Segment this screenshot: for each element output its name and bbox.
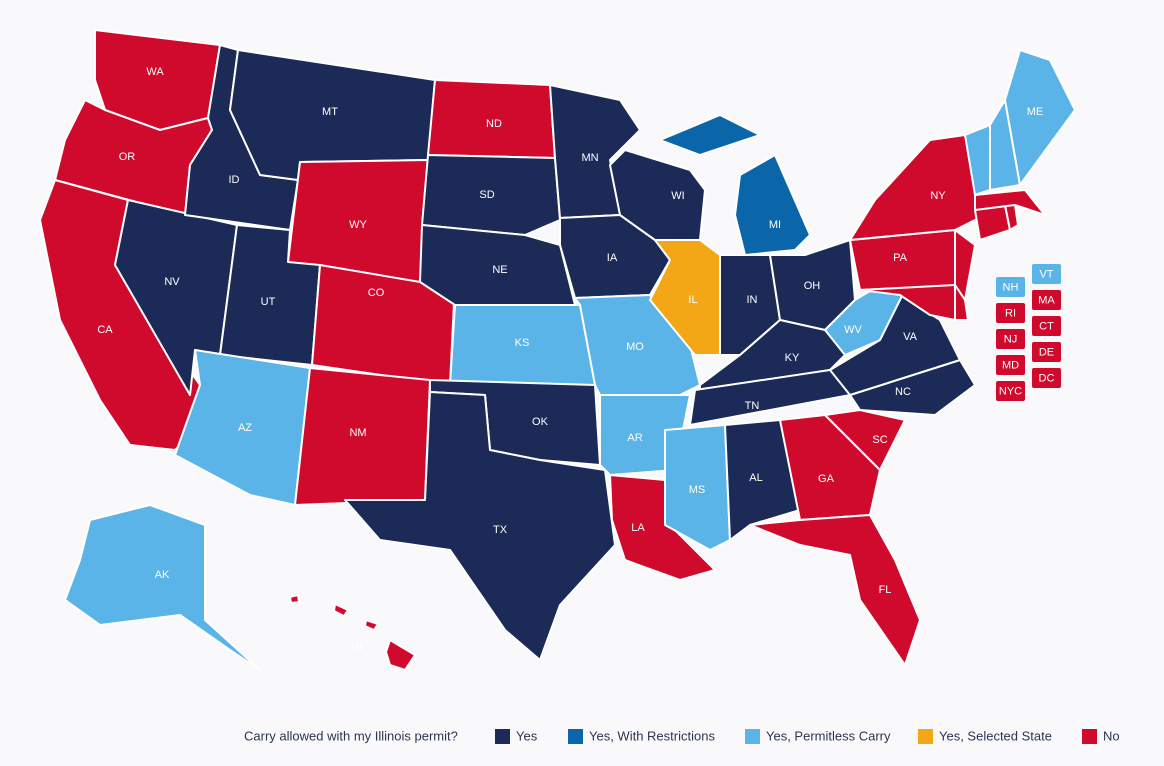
state-label: PA	[893, 252, 908, 264]
state-shape[interactable]	[385, 639, 416, 671]
state-shape[interactable]	[954, 284, 969, 321]
state-label: VA	[903, 331, 918, 343]
state-label: TN	[745, 400, 760, 412]
state-shape[interactable]	[779, 414, 881, 521]
state-shape[interactable]	[659, 114, 761, 156]
state-label: MI	[769, 219, 781, 231]
legend-swatch	[495, 729, 510, 744]
legend-label: Yes	[516, 728, 538, 743]
state-label: OR	[119, 151, 136, 163]
state-label: NE	[492, 264, 507, 276]
callout-label: NJ	[1004, 333, 1017, 345]
callout-box[interactable]	[996, 355, 1025, 375]
state-label: MS	[689, 484, 706, 496]
callout-box[interactable]	[1032, 342, 1061, 362]
state-label: OK	[532, 416, 549, 428]
state-label: WV	[844, 324, 862, 336]
state-label: OH	[804, 280, 821, 292]
state-label: CA	[97, 324, 113, 336]
callout-box[interactable]	[1032, 316, 1061, 336]
state-shape[interactable]	[289, 594, 300, 604]
state-shape[interactable]	[724, 419, 801, 541]
state-shape[interactable]	[64, 504, 261, 671]
state-shape[interactable]	[333, 603, 349, 617]
state-shape[interactable]	[421, 154, 561, 236]
legend-swatch	[568, 729, 583, 744]
callout-label: CT	[1039, 320, 1054, 332]
state-label: MN	[581, 152, 598, 164]
state-shape[interactable]	[824, 409, 906, 471]
state-label: IL	[688, 294, 697, 306]
state-label: NY	[930, 190, 946, 202]
states	[39, 29, 1076, 671]
state-shape[interactable]	[849, 134, 986, 241]
callout-box[interactable]	[996, 329, 1025, 349]
callout-box[interactable]	[1032, 264, 1061, 284]
callout-box[interactable]	[1032, 290, 1061, 310]
state-label: WA	[146, 66, 164, 78]
state-label: NV	[164, 276, 180, 288]
state-label: MO	[626, 341, 644, 353]
legend-label: No	[1103, 728, 1120, 743]
state-shape[interactable]	[664, 424, 731, 551]
legend-swatch	[745, 729, 760, 744]
state-label: KY	[785, 352, 800, 364]
state-shape[interactable]	[364, 619, 379, 631]
legend-swatch	[918, 729, 933, 744]
state-label: AZ	[238, 422, 252, 434]
state-label: HI	[352, 641, 363, 653]
callout-label: DE	[1039, 346, 1054, 358]
callout-label: DC	[1039, 372, 1055, 384]
callout-label: NYC	[999, 385, 1022, 397]
callout-label: VT	[1039, 268, 1053, 280]
state-label: ID	[229, 174, 240, 186]
state-label: WI	[671, 190, 684, 202]
state-label: ME	[1027, 106, 1044, 118]
state-label: IN	[747, 294, 758, 306]
legend-label: Yes, Selected State	[939, 728, 1052, 743]
state-label: ND	[486, 118, 502, 130]
state-label: LA	[631, 522, 645, 534]
callout-label: MD	[1002, 359, 1019, 371]
state-label: GA	[818, 473, 835, 485]
state-shape[interactable]	[859, 284, 956, 321]
state-label: SC	[872, 434, 887, 446]
state-shape[interactable]	[749, 514, 921, 666]
callout-box[interactable]	[996, 303, 1025, 323]
state-label: CO	[368, 287, 385, 299]
state-shape[interactable]	[734, 154, 811, 256]
legend-label: Yes, Permitless Carry	[766, 728, 891, 743]
state-label: MT	[322, 106, 338, 118]
state-label: AR	[627, 432, 642, 444]
legend-label: Yes, With Restrictions	[589, 728, 715, 743]
state-shape[interactable]	[344, 391, 616, 661]
state-label: AL	[749, 472, 762, 484]
state-label: UT	[261, 296, 276, 308]
legend-title: Carry allowed with my Illinois permit?	[244, 728, 458, 743]
state-label: AK	[155, 569, 170, 581]
callout-box[interactable]	[996, 277, 1025, 297]
state-shape[interactable]	[974, 189, 1046, 216]
state-label: NM	[349, 427, 366, 439]
state-shape[interactable]	[649, 239, 721, 356]
callout-box[interactable]	[996, 381, 1025, 401]
state-label: KS	[515, 337, 530, 349]
callout-box[interactable]	[1032, 368, 1061, 388]
state-label: SD	[479, 189, 494, 201]
state-label: IA	[607, 252, 618, 264]
callout-label: MA	[1038, 294, 1055, 306]
state-label: FL	[879, 584, 892, 596]
callouts: NH VT RI MA NJ CT MD DE NYC DC	[996, 264, 1061, 401]
state-label: NC	[895, 386, 911, 398]
state-labels: WA OR CA NV ID MT WY UT CO AZ NM ND SD NE KS OK TX MN IA MO…	[97, 66, 1043, 653]
state-shape[interactable]	[1004, 49, 1076, 186]
legend: Carry allowed with my Illinois permit? Y…	[244, 728, 1120, 744]
legend-swatch	[1082, 729, 1097, 744]
callout-label: NH	[1003, 281, 1019, 293]
state-label: WY	[349, 219, 367, 231]
callout-label: RI	[1005, 307, 1016, 319]
state-label: TX	[493, 524, 508, 536]
